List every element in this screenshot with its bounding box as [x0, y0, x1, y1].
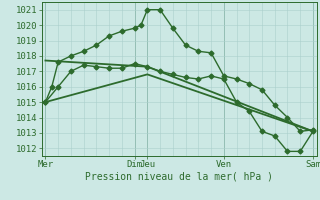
X-axis label: Pression niveau de la mer( hPa ): Pression niveau de la mer( hPa ): [85, 172, 273, 182]
